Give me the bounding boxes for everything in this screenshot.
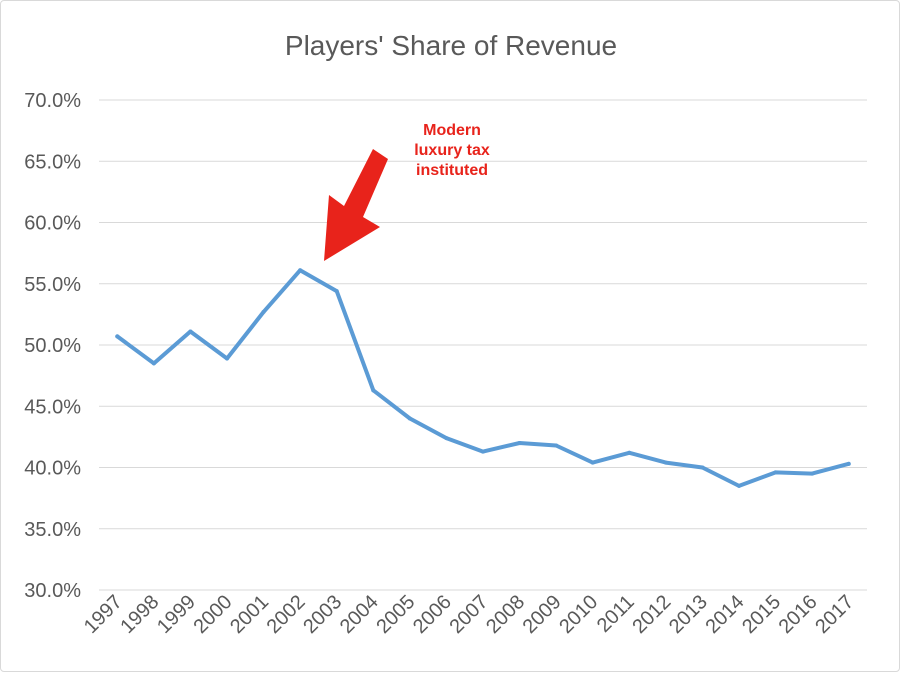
y-axis-tick-labels: 30.0% 35.0% 40.0% 45.0% 50.0% 55.0% 60.0% 65.0%… (24, 90, 81, 602)
data-point (700, 465, 705, 470)
data-point (481, 449, 485, 454)
data-point (810, 471, 815, 476)
x-tick-label: 2014 (702, 591, 749, 638)
data-point (663, 460, 668, 465)
data-point (627, 450, 632, 455)
data-point (737, 483, 741, 488)
x-tick-label: 2013 (665, 591, 712, 638)
data-point (371, 388, 376, 393)
data-point (115, 334, 120, 339)
annotation-group: Modern luxury tax instituted (324, 122, 490, 261)
data-point (151, 361, 156, 366)
x-tick-label: 2017 (811, 591, 858, 638)
y-tick-label: 60.0% (24, 213, 81, 235)
y-tick-label: 45.0% (24, 396, 81, 418)
data-point (407, 416, 412, 421)
annotation-line-2: luxury tax (414, 142, 490, 159)
data-point (846, 461, 851, 466)
x-tick-label: 2012 (628, 591, 675, 638)
y-tick-label: 55.0% (24, 274, 81, 296)
x-tick-label: 2016 (775, 591, 822, 638)
x-axis-tick-labels: 1997199819992000200120022003200420052006… (80, 591, 858, 638)
data-point (225, 356, 229, 361)
data-point (517, 441, 522, 445)
x-tick-label: 2009 (519, 591, 566, 638)
x-tick-label: 2001 (226, 591, 273, 638)
x-tick-label: 1998 (116, 591, 163, 638)
y-tick-label: 30.0% (24, 580, 81, 602)
red-arrow-icon (324, 149, 388, 261)
series-group (115, 268, 851, 488)
x-tick-label: 2008 (482, 591, 529, 638)
annotation-line-3: instituted (416, 162, 488, 179)
x-tick-label: 2000 (190, 591, 237, 638)
gridlines (99, 99, 867, 591)
data-point (444, 436, 449, 441)
x-tick-label: 2011 (593, 591, 639, 637)
x-tick-label: 2010 (555, 591, 602, 638)
x-tick-label: 2004 (336, 591, 383, 638)
data-point (590, 460, 595, 465)
y-tick-label: 70.0% (24, 90, 81, 112)
x-tick-label: 2015 (738, 591, 785, 638)
y-tick-label: 65.0% (24, 151, 81, 173)
x-tick-label: 2006 (409, 591, 456, 638)
x-tick-label: 2005 (372, 591, 419, 638)
x-tick-label: 2002 (263, 591, 310, 638)
x-tick-label: 2007 (446, 591, 493, 638)
data-point (773, 470, 778, 475)
y-tick-label: 40.0% (24, 458, 81, 480)
data-point (261, 309, 266, 314)
annotation-line-1: Modern (423, 122, 481, 139)
y-tick-label: 50.0% (24, 335, 81, 357)
x-tick-label: 1999 (153, 591, 200, 638)
data-point (554, 443, 559, 448)
data-point (298, 268, 303, 273)
data-point (334, 289, 339, 294)
x-tick-label: 2003 (299, 591, 346, 638)
chart-title: Players' Share of Revenue (285, 30, 617, 61)
y-tick-label: 35.0% (24, 519, 81, 541)
data-point (188, 329, 193, 334)
x-tick-label: 1997 (80, 591, 127, 638)
